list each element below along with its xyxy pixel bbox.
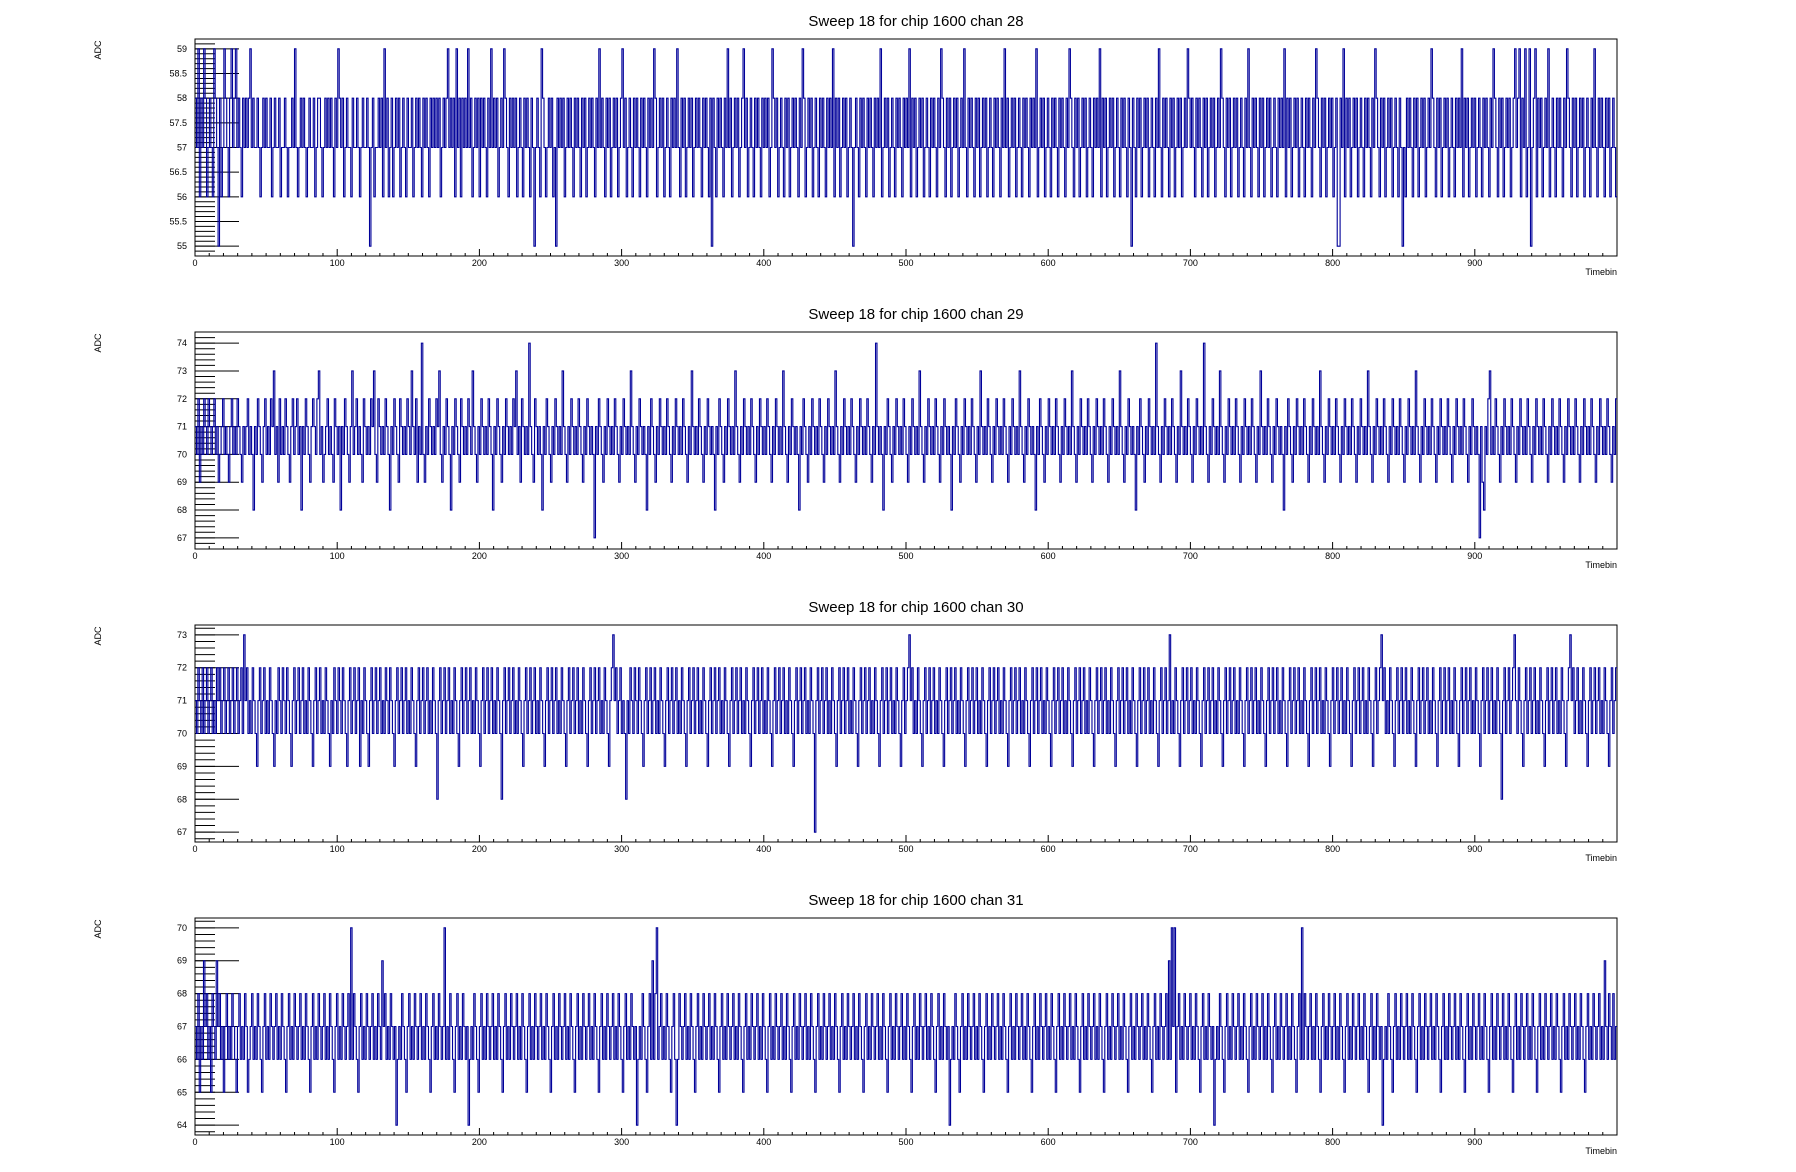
y-tick-label: 59 [177,44,187,54]
x-tick-label: 600 [1041,844,1056,854]
y-tick-label: 72 [177,663,187,673]
y-tick-label: 56 [177,192,187,202]
x-tick-label: 100 [330,1137,345,1147]
x-tick-label: 800 [1325,844,1340,854]
x-tick-label: 500 [898,258,913,268]
y-tick-label: 72 [177,394,187,404]
x-axis-label: Timebin [1585,853,1617,863]
data-series-line [195,927,1617,1126]
x-tick-label: 200 [472,1137,487,1147]
y-tick-label: 67 [177,1022,187,1032]
x-tick-label: 800 [1325,258,1340,268]
x-tick-label: 300 [614,844,629,854]
chart-title: Sweep 18 for chip 1600 chan 30 [808,599,1023,616]
chart-svg-chan-30: Sweep 18 for chip 1600 chan 30 ADC Timebin… [93,599,1618,863]
chart-title: Sweep 18 for chip 1600 chan 28 [808,13,1023,30]
chart-panel-chan-30: Sweep 18 for chip 1600 chan 30 ADC Timebin… [0,586,1796,879]
y-tick-label: 69 [177,956,187,966]
x-tick-label: 900 [1467,551,1482,561]
x-tick-label: 0 [192,551,197,561]
chart-panel-chan-31: Sweep 18 for chip 1600 chan 31 ADC Timebin… [0,879,1796,1172]
x-tick-label: 700 [1183,551,1198,561]
x-tick-label: 300 [614,551,629,561]
y-tick-label: 73 [177,366,187,376]
y-tick-label: 55 [177,241,187,251]
y-tick-label: 64 [177,1120,187,1130]
x-tick-label: 0 [192,258,197,268]
x-tick-label: 700 [1183,258,1198,268]
data-series-line [195,48,1617,247]
y-tick-label: 68 [177,505,187,515]
x-tick-label: 500 [898,844,913,854]
x-tick-label: 400 [756,551,771,561]
x-tick-label: 400 [756,258,771,268]
y-tick-label: 56.5 [169,167,187,177]
y-tick-label: 58 [177,93,187,103]
x-axis-label: Timebin [1585,1146,1617,1156]
x-tick-label: 400 [756,844,771,854]
y-tick-label: 55.5 [169,216,187,226]
x-tick-label: 300 [614,1137,629,1147]
y-tick-label: 68 [177,794,187,804]
y-axis-label: ADC [93,40,103,60]
x-tick-label: 0 [192,844,197,854]
x-tick-label: 600 [1041,258,1056,268]
y-tick-label: 69 [177,761,187,771]
x-tick-label: 500 [898,1137,913,1147]
chart-title: Sweep 18 for chip 1600 chan 29 [808,306,1023,323]
y-tick-label: 74 [177,338,187,348]
y-tick-label: 70 [177,923,187,933]
y-tick-label: 67 [177,827,187,837]
y-axis-label: ADC [93,333,103,353]
x-tick-label: 0 [192,1137,197,1147]
chart-panel-chan-29: Sweep 18 for chip 1600 chan 29 ADC Timebin… [0,293,1796,586]
y-axis-label: ADC [93,919,103,939]
x-tick-label: 900 [1467,258,1482,268]
chart-title: Sweep 18 for chip 1600 chan 31 [808,892,1023,909]
data-series-line [195,342,1617,539]
x-tick-label: 200 [472,844,487,854]
y-tick-label: 73 [177,630,187,640]
chart-panel-chan-28: Sweep 18 for chip 1600 chan 28 ADC Timebin… [0,0,1796,293]
data-series-line [195,634,1617,833]
x-tick-label: 600 [1041,1137,1056,1147]
x-tick-label: 400 [756,1137,771,1147]
x-tick-label: 900 [1467,844,1482,854]
y-tick-label: 68 [177,989,187,999]
x-tick-label: 200 [472,551,487,561]
y-tick-label: 70 [177,729,187,739]
y-tick-label: 66 [177,1054,187,1064]
chart-svg-chan-29: Sweep 18 for chip 1600 chan 29 ADC Timebin… [93,306,1618,570]
x-tick-label: 500 [898,551,913,561]
y-tick-label: 71 [177,696,187,706]
x-axis-label: Timebin [1585,560,1617,570]
y-tick-label: 57 [177,143,187,153]
y-tick-label: 69 [177,477,187,487]
x-tick-label: 100 [330,258,345,268]
y-tick-label: 70 [177,449,187,459]
x-tick-label: 100 [330,844,345,854]
x-tick-label: 900 [1467,1137,1482,1147]
y-tick-label: 57.5 [169,118,187,128]
x-tick-label: 300 [614,258,629,268]
x-tick-label: 800 [1325,551,1340,561]
x-tick-label: 200 [472,258,487,268]
x-tick-label: 100 [330,551,345,561]
y-tick-label: 71 [177,422,187,432]
y-tick-label: 65 [177,1087,187,1097]
x-tick-label: 800 [1325,1137,1340,1147]
x-tick-label: 700 [1183,1137,1198,1147]
x-tick-label: 700 [1183,844,1198,854]
x-tick-label: 600 [1041,551,1056,561]
chart-svg-chan-31: Sweep 18 for chip 1600 chan 31 ADC Timebin… [93,892,1618,1156]
chart-svg-chan-28: Sweep 18 for chip 1600 chan 28 ADC Timebin… [93,13,1618,277]
y-axis-label: ADC [93,626,103,646]
y-tick-label: 58.5 [169,69,187,79]
x-axis-label: Timebin [1585,267,1617,277]
y-tick-label: 67 [177,533,187,543]
